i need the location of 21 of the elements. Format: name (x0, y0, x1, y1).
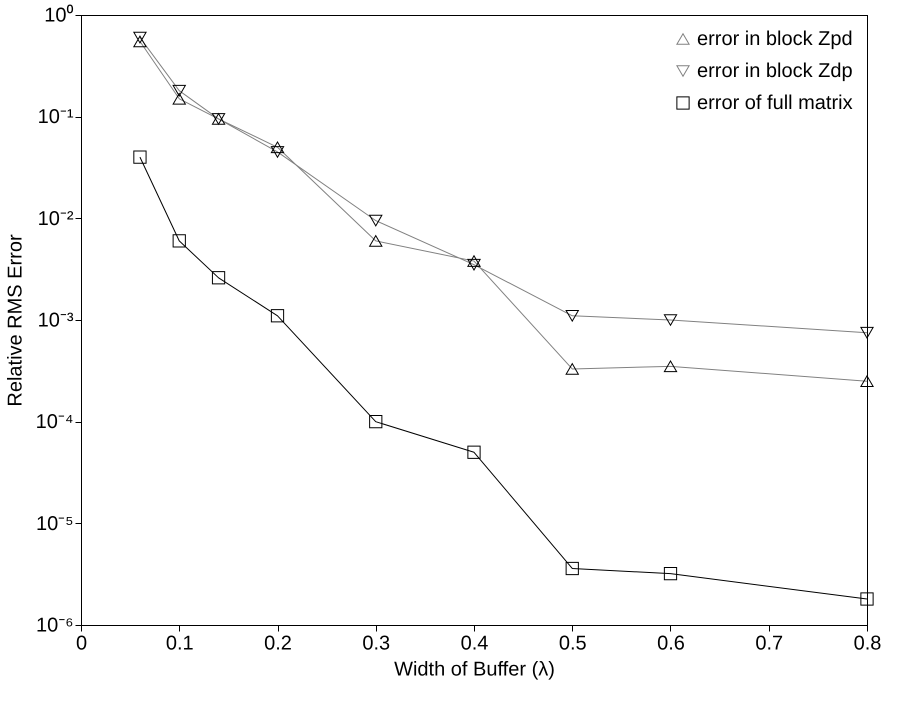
x-tick-label: 0.7 (755, 632, 784, 654)
y-tick-label: 10⁰ (44, 4, 74, 26)
x-tick-label: 0.8 (854, 632, 882, 654)
y-tick-label: 10⁻³ (38, 310, 74, 332)
y-axis-title: Relative RMS Error (4, 234, 27, 407)
x-tick-label: 0 (76, 632, 88, 654)
legend-label: error in block Zpd (697, 28, 853, 50)
y-tick-label: 10⁻⁵ (36, 512, 74, 535)
x-tick-label: 0.5 (558, 632, 587, 654)
y-tick-label: 10⁻⁴ (36, 411, 74, 434)
y-tick-label: 10⁻⁶ (36, 614, 74, 636)
x-tick-label: 0.3 (362, 632, 390, 654)
x-tick-label: 0.1 (166, 632, 194, 654)
y-tick-label: 10⁻² (38, 208, 74, 230)
x-tick-label: 0.6 (657, 632, 685, 654)
legend-label: error in block Zdp (697, 60, 853, 82)
x-tick-label: 0.4 (460, 632, 488, 654)
x-axis-title: Width of Buffer (λ) (394, 658, 555, 680)
legend-label: error of full matrix (697, 92, 853, 114)
x-tick-label: 0.2 (264, 632, 292, 654)
y-tick-label: 10⁻¹ (38, 106, 74, 128)
